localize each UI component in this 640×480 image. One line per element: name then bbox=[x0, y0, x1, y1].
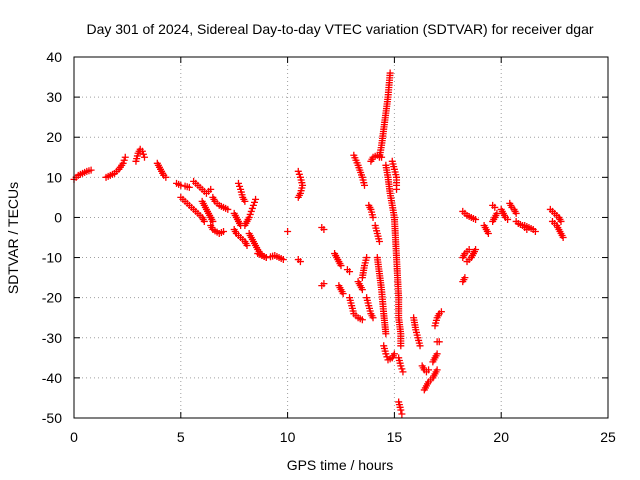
data-point bbox=[120, 156, 128, 164]
data-point bbox=[236, 182, 244, 190]
data-point bbox=[425, 366, 433, 374]
data-point bbox=[465, 246, 473, 254]
data-point bbox=[472, 246, 480, 254]
data-point bbox=[209, 217, 217, 225]
data-point bbox=[248, 204, 256, 212]
data-point bbox=[262, 254, 270, 262]
y-tick-label: 20 bbox=[46, 129, 62, 145]
data-point bbox=[185, 183, 193, 191]
data-point bbox=[382, 350, 390, 358]
data-points bbox=[70, 69, 567, 418]
x-axis-label: GPS time / hours bbox=[287, 457, 394, 473]
data-point bbox=[207, 185, 215, 193]
data-point bbox=[243, 242, 251, 250]
x-tick-label: 10 bbox=[280, 429, 296, 445]
axis-ticks: 0 5 10 15 20 25 -50 -40 -30 -20 -10 0 10 20 30 40 bbox=[42, 49, 616, 445]
y-tick-label: 40 bbox=[46, 49, 62, 65]
data-point bbox=[386, 69, 394, 77]
data-point bbox=[138, 147, 146, 155]
data-point bbox=[390, 350, 398, 358]
data-point bbox=[245, 213, 253, 221]
data-point bbox=[382, 330, 390, 338]
y-tick-label: -50 bbox=[42, 410, 62, 426]
y-tick-label: 0 bbox=[54, 209, 62, 225]
data-point bbox=[437, 308, 445, 316]
data-point bbox=[339, 290, 347, 298]
data-point bbox=[369, 314, 377, 322]
data-point bbox=[119, 159, 127, 167]
data-point bbox=[398, 410, 406, 418]
x-tick-label: 20 bbox=[493, 429, 509, 445]
y-tick-label: -10 bbox=[42, 250, 62, 266]
data-point bbox=[493, 209, 501, 217]
data-point bbox=[461, 274, 469, 282]
data-point bbox=[294, 167, 302, 175]
data-point bbox=[416, 342, 424, 350]
data-point bbox=[177, 181, 185, 189]
data-point bbox=[87, 166, 95, 174]
y-tick-label: -20 bbox=[42, 290, 62, 306]
data-point bbox=[472, 215, 480, 223]
data-point bbox=[531, 227, 539, 235]
data-point bbox=[247, 207, 255, 215]
data-point bbox=[224, 205, 232, 213]
data-point bbox=[375, 238, 383, 246]
data-point bbox=[358, 286, 366, 294]
data-point bbox=[369, 213, 377, 221]
data-point bbox=[360, 181, 368, 189]
data-point bbox=[433, 350, 441, 358]
data-point bbox=[363, 254, 371, 262]
data-point bbox=[399, 368, 407, 376]
data-point bbox=[337, 262, 345, 270]
x-tick-label: 0 bbox=[70, 429, 78, 445]
y-tick-label: -30 bbox=[42, 330, 62, 346]
y-tick-label: 30 bbox=[46, 89, 62, 105]
data-point bbox=[398, 365, 406, 373]
data-point bbox=[559, 234, 567, 241]
data-point bbox=[296, 258, 304, 266]
data-point bbox=[433, 366, 441, 374]
plot-frame bbox=[73, 56, 609, 419]
data-point bbox=[320, 225, 328, 233]
data-point bbox=[121, 153, 129, 161]
data-point bbox=[484, 229, 492, 237]
data-point bbox=[397, 362, 405, 370]
data-point bbox=[346, 268, 354, 276]
grid-lines bbox=[74, 57, 608, 418]
y-axis-label: SDTVAR / TECUs bbox=[5, 182, 21, 294]
data-point bbox=[491, 203, 499, 211]
data-point bbox=[284, 227, 292, 235]
x-tick-label: 5 bbox=[177, 429, 185, 445]
data-point bbox=[250, 198, 258, 206]
data-point bbox=[512, 209, 520, 217]
data-point bbox=[320, 280, 328, 288]
y-tick-label: -40 bbox=[42, 370, 62, 386]
data-point bbox=[241, 197, 249, 205]
x-tick-label: 25 bbox=[600, 429, 616, 445]
y-tick-label: 10 bbox=[46, 169, 62, 185]
data-point bbox=[504, 215, 512, 223]
data-point bbox=[358, 316, 366, 324]
data-point bbox=[234, 179, 242, 187]
data-point bbox=[139, 150, 147, 158]
data-point bbox=[435, 338, 443, 346]
data-point bbox=[162, 173, 170, 181]
data-point bbox=[397, 342, 405, 350]
chart-title: Day 301 of 2024, Sidereal Day-to-day VTE… bbox=[86, 21, 593, 37]
data-point bbox=[295, 170, 303, 178]
data-point bbox=[249, 201, 257, 209]
data-point bbox=[200, 217, 208, 225]
data-point bbox=[140, 153, 148, 161]
data-point bbox=[393, 185, 401, 193]
data-point bbox=[397, 406, 405, 414]
data-point bbox=[252, 195, 260, 203]
data-point bbox=[557, 217, 565, 225]
data-point bbox=[294, 193, 302, 201]
data-point bbox=[220, 227, 228, 235]
x-tick-label: 15 bbox=[387, 429, 403, 445]
data-point bbox=[279, 256, 287, 264]
data-point bbox=[246, 210, 254, 218]
